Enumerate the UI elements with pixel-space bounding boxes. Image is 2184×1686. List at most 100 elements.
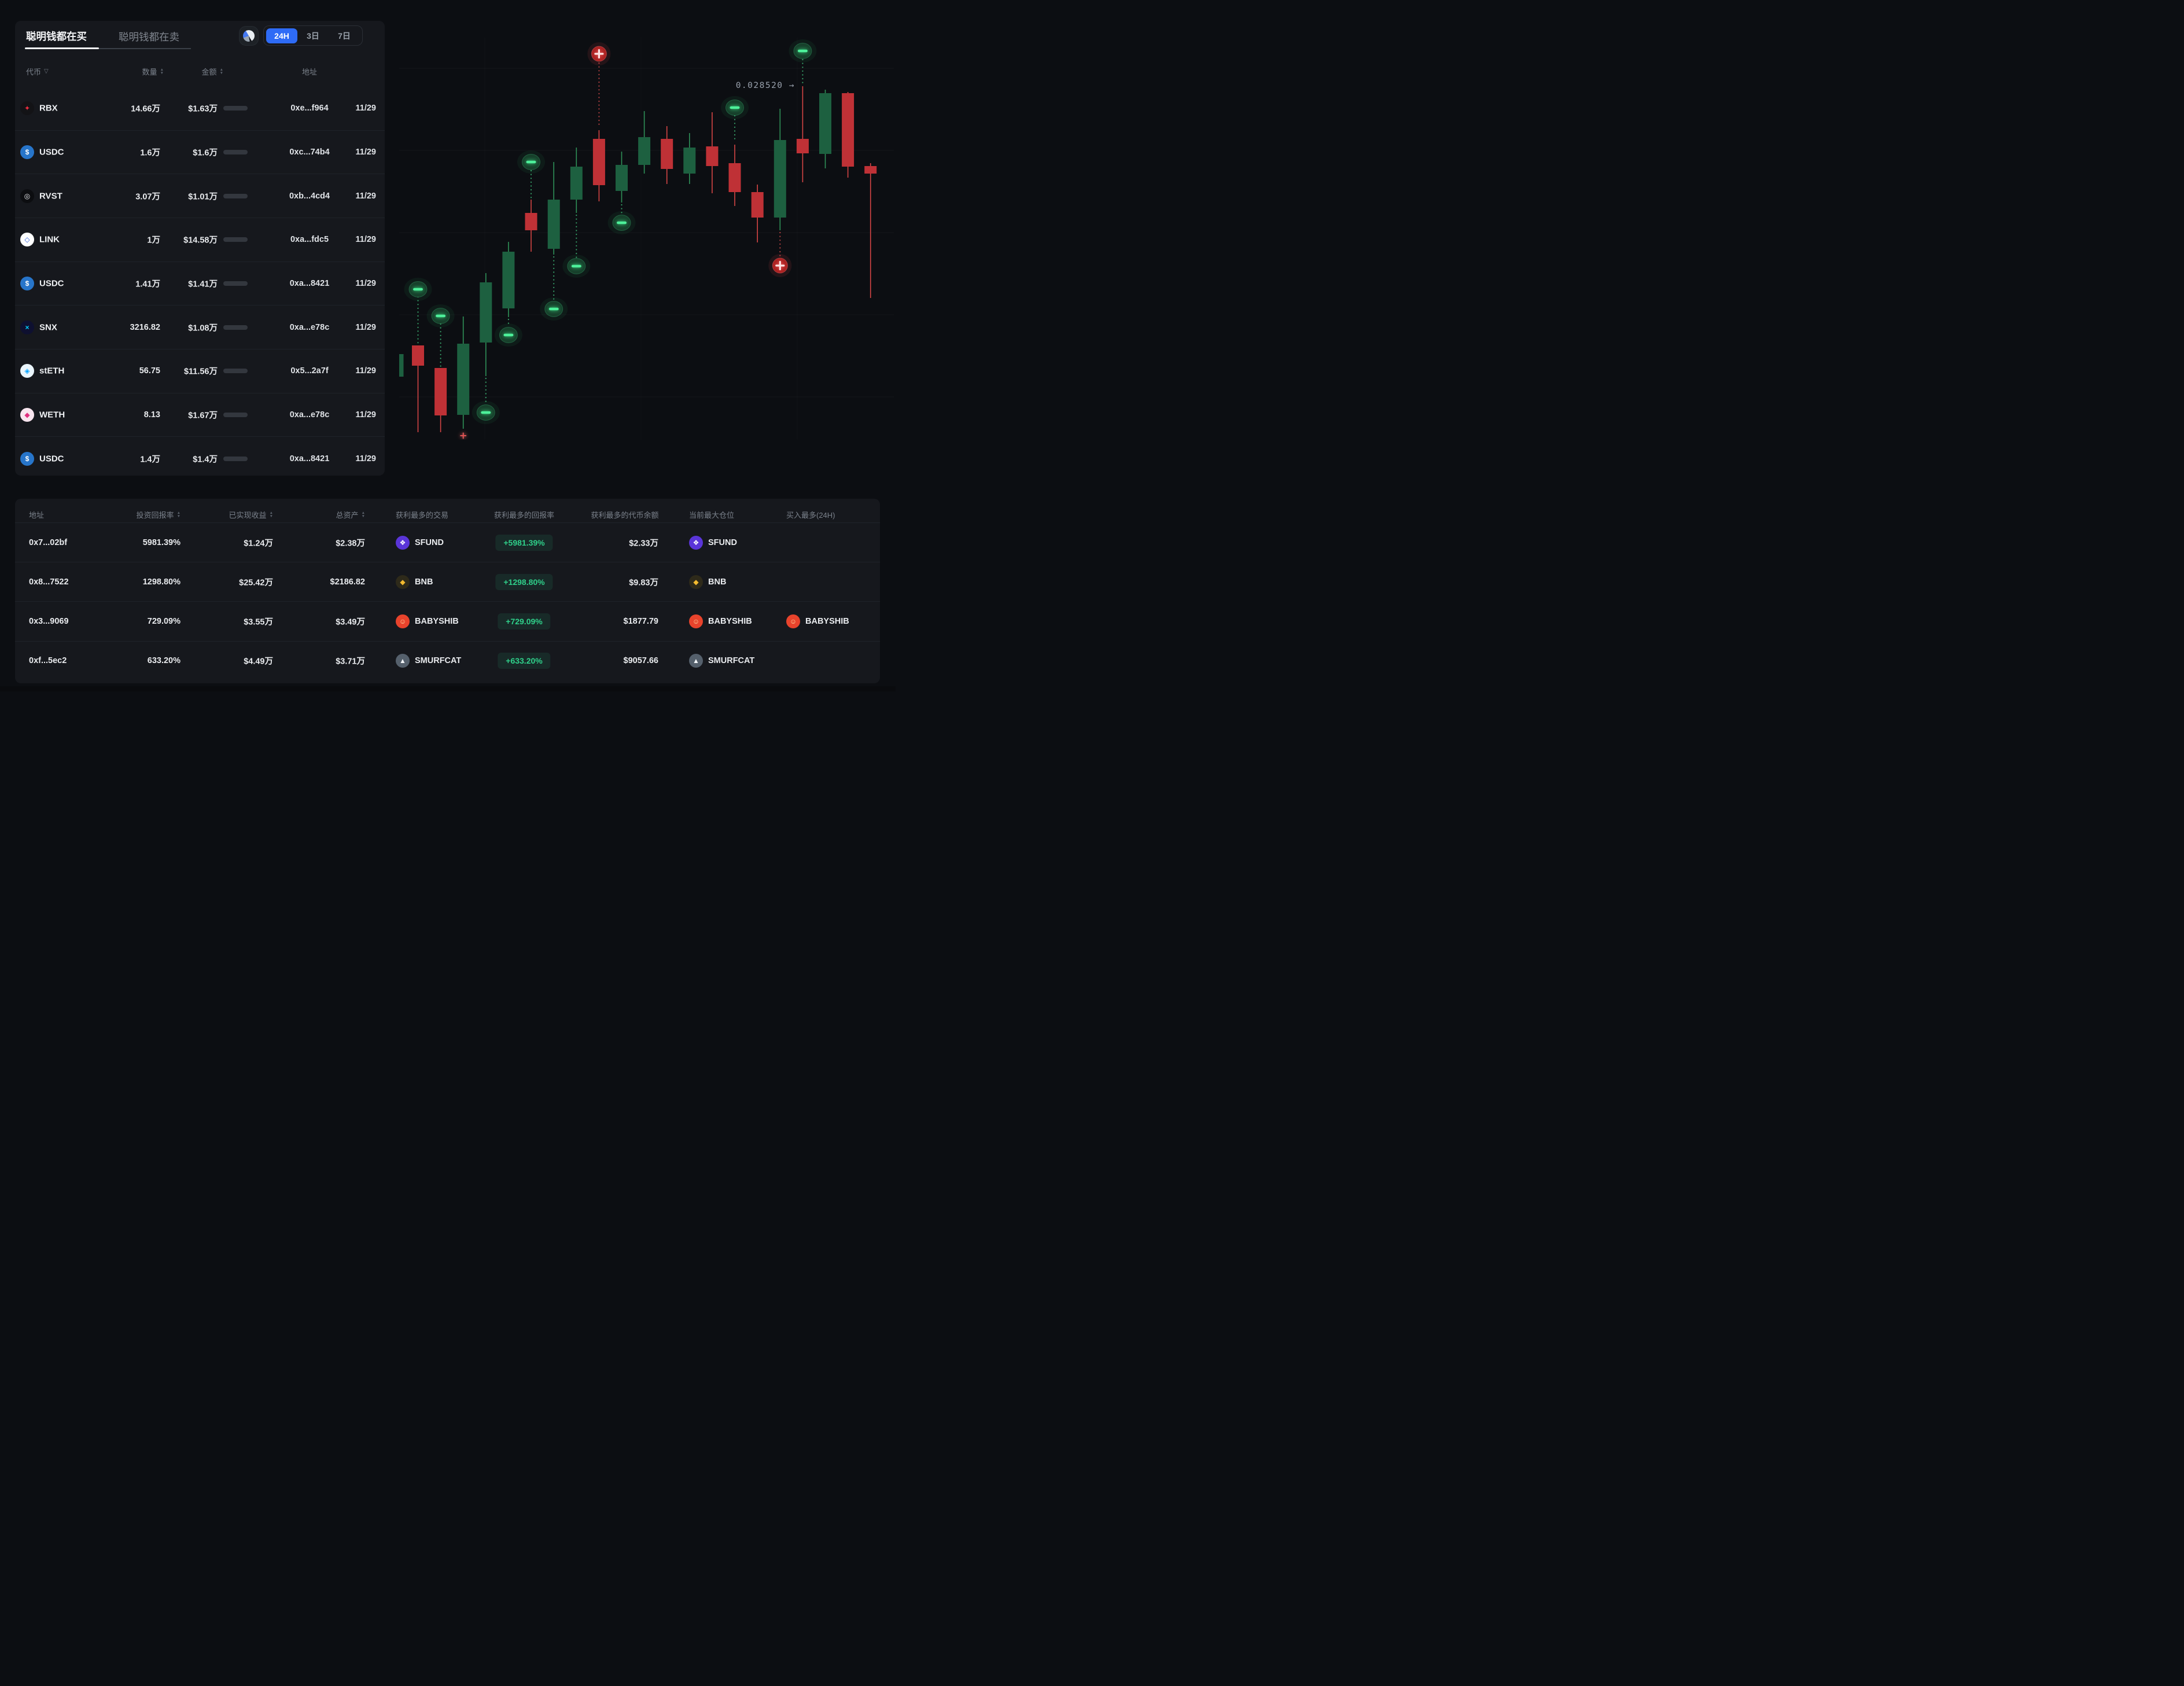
tab-smart-money-buying[interactable]: 聪明钱都在买	[26, 31, 87, 42]
roi-value: 729.09%	[147, 616, 181, 626]
sell-marker[interactable]	[472, 377, 500, 424]
column-quantity[interactable]: 数量 ▲ ▼	[142, 68, 164, 76]
trade-row[interactable]: ◇ LINK 1万 $14.58万 0xa...fdc5 11/29	[15, 218, 385, 262]
time-filter-24h[interactable]: 24H	[266, 28, 297, 43]
quantity-value: 1.41万	[135, 279, 160, 289]
best-trade-token-label: BABYSHIB	[415, 616, 459, 626]
candlestick-chart[interactable]: 0.028520 →	[391, 38, 894, 440]
wallet-address[interactable]: 0xe...f964	[290, 104, 329, 113]
wallet-row[interactable]: 0x7...02bf 5981.39% $1.24万 $2.38万 ❖ SFUND +598…	[15, 523, 880, 563]
token-symbol[interactable]: RBX	[39, 103, 58, 113]
trade-date: 11/29	[355, 147, 377, 157]
column-token[interactable]: 代币 ▽	[26, 68, 49, 76]
current-position-token[interactable]: ☺ BABYSHIB	[689, 614, 752, 628]
column-amount[interactable]: 金额 ▲ ▼	[201, 68, 223, 76]
wallet-address[interactable]: 0x8...7522	[29, 577, 69, 587]
quantity-value: 8.13	[143, 410, 160, 419]
candle-up	[774, 109, 786, 230]
column-roi[interactable]: 投资回报率 ▲ ▼	[136, 511, 181, 520]
wallet-row[interactable]: 0x3...9069 729.09% $3.55万 $3.49万 ☺ BABYSHIB +7…	[15, 602, 880, 642]
token-symbol[interactable]: SNX	[39, 322, 57, 333]
current-position-token-label: BNB	[708, 577, 727, 587]
bnb-token-icon: ◆	[689, 575, 703, 589]
token-symbol[interactable]: WETH	[39, 410, 65, 420]
candle-up	[502, 242, 515, 317]
tab-smart-money-selling[interactable]: 聪明钱都在卖	[119, 31, 179, 43]
trade-row[interactable]: $ USDC 1.4万 $1.4万 0xa...8421 11/29	[15, 437, 385, 480]
trade-row[interactable]: $ USDC 1.6万 $1.6万 0xc...74b4 11/29	[15, 131, 385, 175]
amount-bar	[223, 369, 248, 374]
sell-marker[interactable]	[426, 304, 455, 367]
wallet-address[interactable]: 0x7...02bf	[29, 538, 68, 547]
trade-row[interactable]: $ USDC 1.41万 $1.41万 0xa...8421 11/29	[15, 262, 385, 306]
sell-marker[interactable]	[517, 150, 545, 199]
wallet-address[interactable]: 0xf...5ec2	[29, 656, 67, 666]
token-symbol[interactable]: USDC	[39, 454, 64, 464]
trade-row[interactable]: × SNX 3216.82 $1.08万 0xa...e78c 11/29	[15, 305, 385, 349]
filter-icon[interactable]: ▽	[44, 68, 49, 75]
best-trade-token[interactable]: ▲ SMURFCAT	[396, 654, 461, 668]
column-total-assets[interactable]: 总资产 ▲ ▼	[336, 511, 365, 520]
trade-row[interactable]: ✦ RBX 14.66万 $1.63万 0xe...f964 11/29	[15, 87, 385, 131]
sell-marker[interactable]	[494, 318, 522, 347]
candle-down	[525, 200, 537, 252]
wallet-address[interactable]: 0x5...2a7f	[290, 366, 329, 376]
candle-up	[547, 162, 560, 255]
sort-icon: ▲ ▼	[219, 68, 223, 75]
candle-down	[751, 185, 764, 242]
wallet-address[interactable]: 0xa...8421	[289, 454, 330, 463]
weth-token-icon: ◆	[20, 407, 34, 422]
sort-icon: ▲ ▼	[269, 511, 273, 518]
pie-chart-button[interactable]	[239, 26, 259, 46]
pie-chart-icon	[243, 30, 255, 42]
top-buy-token[interactable]: ☺ BABYSHIB	[786, 614, 849, 628]
snx-token-icon: ×	[20, 320, 34, 334]
best-roi-badge: +729.09%	[498, 613, 551, 630]
sell-marker[interactable]	[540, 256, 568, 321]
token-symbol[interactable]: LINK	[39, 234, 60, 245]
time-filter-3d[interactable]: 3日	[307, 31, 319, 41]
best-trade-token[interactable]: ☺ BABYSHIB	[396, 614, 459, 628]
trade-row[interactable]: ◎ RVST 3.07万 $1.01万 0xb...4cd4 11/29	[15, 174, 385, 218]
token-symbol[interactable]: USDC	[39, 147, 64, 157]
wallet-address[interactable]: 0xb...4cd4	[289, 191, 330, 201]
column-realized-profit[interactable]: 已实现收益 ▲ ▼	[229, 511, 273, 520]
trade-row[interactable]: ◈ stETH 56.75 $11.56万 0x5...2a7f 11/29	[15, 349, 385, 393]
best-trade-token[interactable]: ❖ SFUND	[396, 535, 444, 550]
wallet-address[interactable]: 0x3...9069	[29, 616, 69, 626]
amount-bar	[223, 412, 248, 417]
bottom-strip	[0, 686, 896, 691]
buy-marker[interactable]	[768, 231, 792, 277]
best-trade-token[interactable]: ◆ BNB	[396, 575, 433, 589]
token-symbol[interactable]: USDC	[39, 278, 64, 289]
trade-date: 11/29	[355, 410, 377, 419]
time-filter-7d[interactable]: 7日	[338, 31, 351, 41]
sell-marker[interactable]	[789, 39, 817, 85]
token-symbol[interactable]: stETH	[39, 366, 65, 376]
sell-marker[interactable]	[404, 278, 432, 345]
trade-row[interactable]: ◆ WETH 8.13 $1.67万 0xa...e78c 11/29	[15, 393, 385, 437]
wallet-address[interactable]: 0xa...8421	[289, 278, 330, 288]
buy-marker[interactable]	[460, 432, 467, 439]
sort-icon: ▲ ▼	[160, 68, 164, 75]
current-position-token[interactable]: ◆ BNB	[689, 575, 726, 589]
trade-date: 11/29	[355, 366, 377, 376]
wallet-address[interactable]: 0xa...e78c	[289, 410, 330, 419]
current-position-token[interactable]: ▲ SMURFCAT	[689, 654, 754, 668]
usdc-token-icon: $	[20, 276, 34, 290]
smart-money-dashboard: 聪明钱都在买 聪明钱都在卖 24H 3日 7日 代币 ▽ 数量 ▲ ▼ 金额 ▲ ▼ 地址	[0, 0, 896, 691]
sell-marker[interactable]	[562, 214, 591, 278]
token-symbol[interactable]: RVST	[39, 191, 62, 201]
trades-table-body: ✦ RBX 14.66万 $1.63万 0xe...f964 11/29 $ USDC 1.6万…	[15, 87, 385, 476]
wallet-address[interactable]: 0xc...74b4	[289, 147, 330, 157]
current-position-token-label: SFUND	[708, 538, 737, 547]
wallet-row[interactable]: 0x8...7522 1298.80% $25.42万 $2186.82 ◆ BNB +12…	[15, 562, 880, 602]
chart-canvas[interactable]: 0.028520 →	[391, 38, 894, 440]
current-position-token[interactable]: ❖ SFUND	[689, 535, 737, 550]
buy-marker[interactable]	[587, 42, 611, 129]
wallet-address[interactable]: 0xa...e78c	[289, 322, 330, 332]
sell-marker[interactable]	[607, 204, 636, 234]
sell-marker[interactable]	[721, 96, 749, 143]
wallet-row[interactable]: 0xf...5ec2 633.20% $4.49万 $3.71万 ▲ SMURFCAT +6…	[15, 642, 880, 680]
wallet-address[interactable]: 0xa...fdc5	[290, 235, 329, 245]
